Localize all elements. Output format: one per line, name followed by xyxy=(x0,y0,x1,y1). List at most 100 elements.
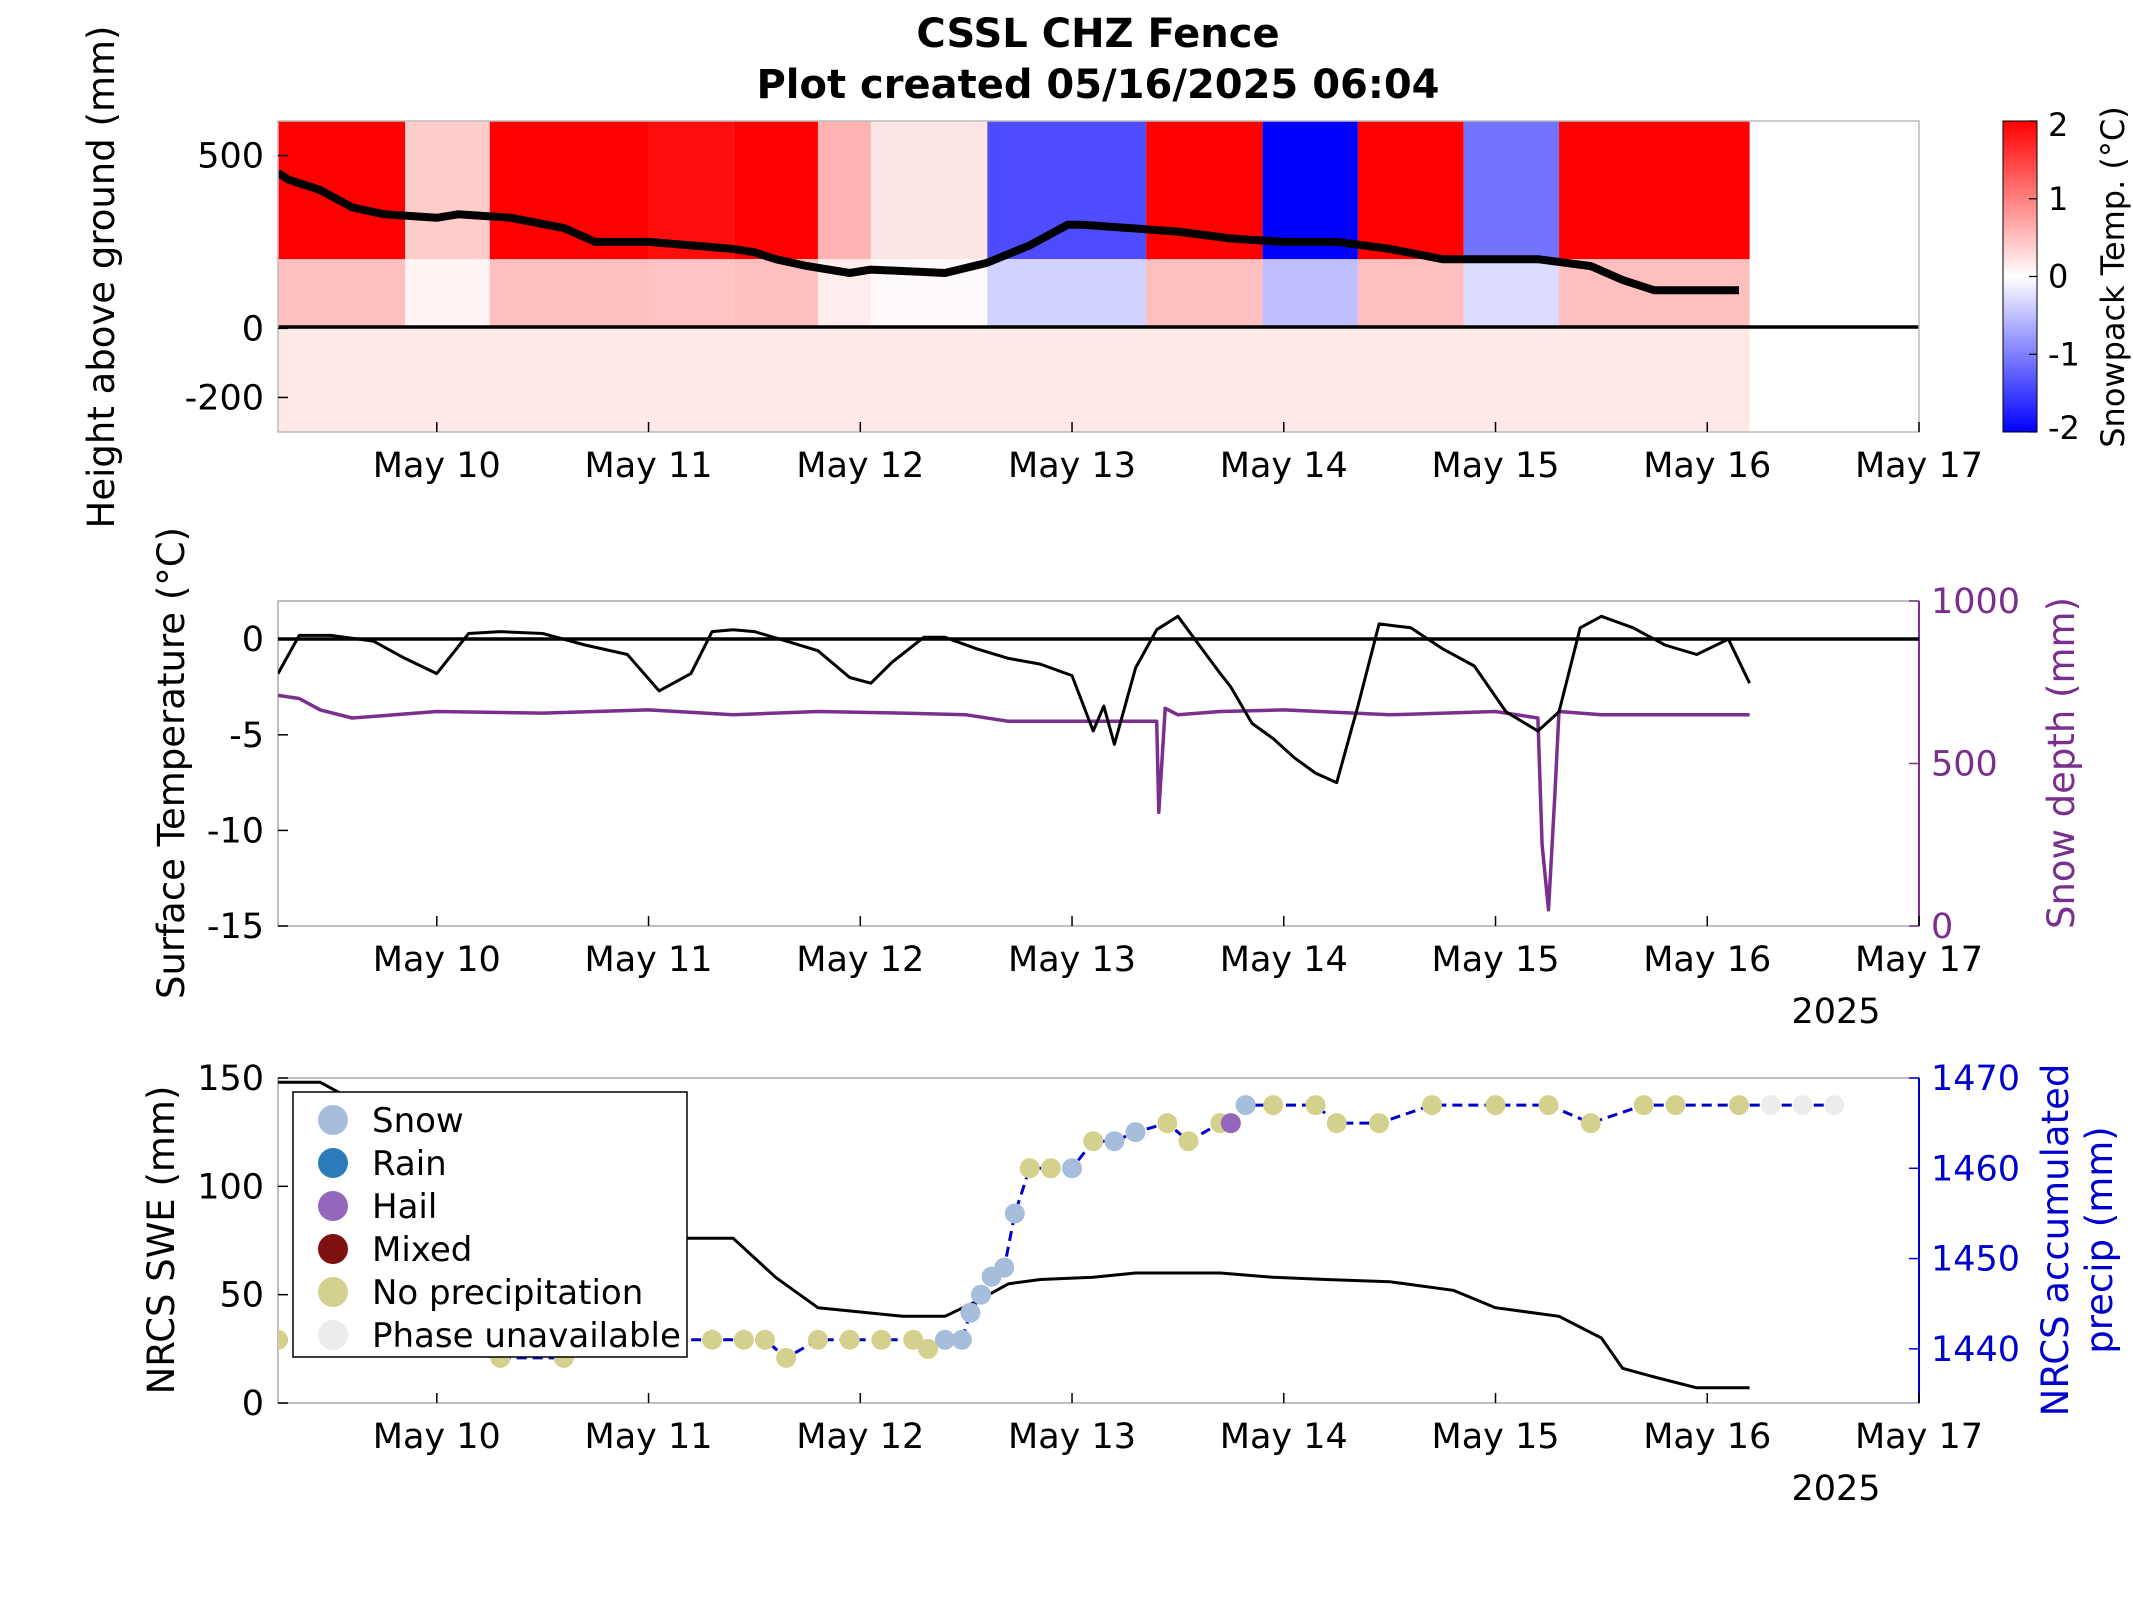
colorbar-tick-label: 2 xyxy=(2048,106,2068,144)
xtick-label: May 13 xyxy=(1008,940,1136,980)
panel1-axes-box xyxy=(277,120,1920,433)
legend-marker-phase-unavailable xyxy=(318,1320,348,1350)
precip-point-no-precip xyxy=(1019,1158,1040,1179)
xtick-label: May 10 xyxy=(373,446,501,486)
panel1-ytick-label: 0 xyxy=(242,309,264,349)
chart-subtitle: Plot created 05/16/2025 06:04 xyxy=(756,62,1439,108)
xtick-label: May 14 xyxy=(1220,1417,1348,1457)
xtick-label: May 16 xyxy=(1643,446,1771,486)
precip-point-snow xyxy=(1125,1122,1146,1143)
precip-point-no-precip xyxy=(1178,1131,1199,1152)
heatmap-band-middle xyxy=(1146,259,1263,329)
panel3-y2label-line1: NRCS accumulated xyxy=(2034,1064,2077,1417)
legend-marker-hail xyxy=(318,1191,348,1221)
panel3-year-label: 2025 xyxy=(1791,1469,1880,1509)
panel2-axes-box xyxy=(277,600,1920,927)
snow-depth-line xyxy=(278,693,1750,912)
colorbar-tick-label: -1 xyxy=(2048,335,2080,373)
precip-point-snow xyxy=(1062,1158,1083,1179)
panel3-ylabel: NRCS SWE (mm) xyxy=(140,1086,183,1395)
panel1-ylabel: Height above ground (mm) xyxy=(80,26,123,529)
heatmap-band-ground xyxy=(489,328,649,432)
precip-point-snow xyxy=(1235,1095,1256,1116)
legend-marker-mixed xyxy=(318,1234,348,1264)
colorbar-tick-label: -2 xyxy=(2048,409,2080,447)
precip-point-snow xyxy=(1104,1131,1125,1152)
heatmap-band-ground xyxy=(1463,328,1560,432)
precip-point-phase-unavailable xyxy=(1760,1095,1781,1116)
heatmap-band-ground xyxy=(987,328,1147,432)
heatmap-band-middle xyxy=(1262,259,1358,329)
xtick-label: May 16 xyxy=(1643,940,1771,980)
heatmap-band-ground xyxy=(870,328,988,432)
panel3-y2tick-label: 1440 xyxy=(1931,1330,2020,1370)
panel3-ytick-label: 150 xyxy=(197,1059,264,1099)
precip-point-snow xyxy=(934,1329,955,1350)
heatmap-band-middle xyxy=(489,259,649,329)
xtick-label: May 12 xyxy=(796,940,924,980)
heatmap-band-upper xyxy=(648,121,734,260)
xtick-label: May 16 xyxy=(1643,1417,1771,1457)
precip-point-no-precip xyxy=(1369,1113,1390,1134)
precip-point-no-precip xyxy=(733,1329,754,1350)
heatmap-band-upper xyxy=(987,121,1147,260)
precip-point-snow xyxy=(1004,1203,1025,1224)
panel3-ytick-label: 100 xyxy=(197,1167,264,1207)
surface-temperature-line xyxy=(278,614,1751,785)
panel3-y2label-line2: precip (mm) xyxy=(2078,1126,2121,1353)
heatmap-band-ground xyxy=(1357,328,1464,432)
xtick-label: May 17 xyxy=(1855,1417,1983,1457)
precip-point-no-precip xyxy=(1485,1095,1506,1116)
precip-point-no-precip xyxy=(1665,1095,1686,1116)
heatmap-band-middle xyxy=(1357,259,1464,329)
heatmap-band-upper xyxy=(278,121,406,260)
precip-point-snow xyxy=(994,1257,1015,1278)
xtick-label: May 12 xyxy=(796,446,924,486)
heatmap-band-upper xyxy=(1262,121,1358,260)
precip-point-no-precip xyxy=(918,1338,939,1359)
legend-label: No precipitation xyxy=(372,1273,643,1313)
precip-point-no-precip xyxy=(839,1329,860,1350)
panel3-y2tick-label: 1470 xyxy=(1931,1059,2020,1099)
panel2-ytick-label: -5 xyxy=(229,716,264,756)
xtick-label: May 17 xyxy=(1855,940,1983,980)
heatmap-band-middle xyxy=(278,259,406,329)
xtick-label: May 15 xyxy=(1432,446,1560,486)
xtick-label: May 12 xyxy=(796,1417,924,1457)
xtick-label: May 10 xyxy=(373,1417,501,1457)
precip-point-no-precip xyxy=(702,1329,723,1350)
panel2-ytick-label: -10 xyxy=(207,811,264,851)
panel3-ytick-label: 0 xyxy=(242,1384,264,1424)
legend-label: Snow xyxy=(372,1101,464,1141)
heatmap-band-middle xyxy=(987,259,1147,329)
heatmap-band-upper xyxy=(733,121,818,260)
panel2-ytick-label: -15 xyxy=(207,907,264,947)
heatmap-band-ground xyxy=(1146,328,1263,432)
legend-marker-snow xyxy=(318,1105,348,1135)
heatmap-band-ground xyxy=(817,328,871,432)
colorbar-label: Snowpack Temp. (°C) xyxy=(2094,106,2132,448)
snowpack-temperature-panel: 500 0 -200 May 10 May 11 May 12 May 13 May 14 M… xyxy=(80,26,2132,529)
xtick-label: May 17 xyxy=(1855,446,1983,486)
heatmap-band-upper xyxy=(1357,121,1464,260)
heatmap-band-ground xyxy=(1262,328,1358,432)
xtick-label: May 15 xyxy=(1432,1417,1560,1457)
xtick-label: May 15 xyxy=(1432,940,1560,980)
precip-point-no-precip xyxy=(1263,1095,1284,1116)
swe-line xyxy=(278,1080,1750,1390)
precip-point-snow xyxy=(951,1329,972,1350)
panel2-y2label: Snow depth (mm) xyxy=(2040,597,2083,929)
precip-point-no-precip xyxy=(776,1347,797,1368)
legend-label: Rain xyxy=(372,1144,447,1184)
precip-point-no-precip xyxy=(1421,1095,1442,1116)
precip-point-no-precip xyxy=(278,1329,288,1350)
xtick-label: May 13 xyxy=(1008,1417,1136,1457)
heatmap-band-ground xyxy=(648,328,734,432)
precip-point-phase-unavailable xyxy=(1824,1095,1845,1116)
precip-point-no-precip xyxy=(1538,1095,1559,1116)
precip-point-snow xyxy=(970,1284,991,1305)
panel3-ytick-label: 50 xyxy=(219,1276,264,1316)
heatmap-band-upper xyxy=(817,121,871,260)
